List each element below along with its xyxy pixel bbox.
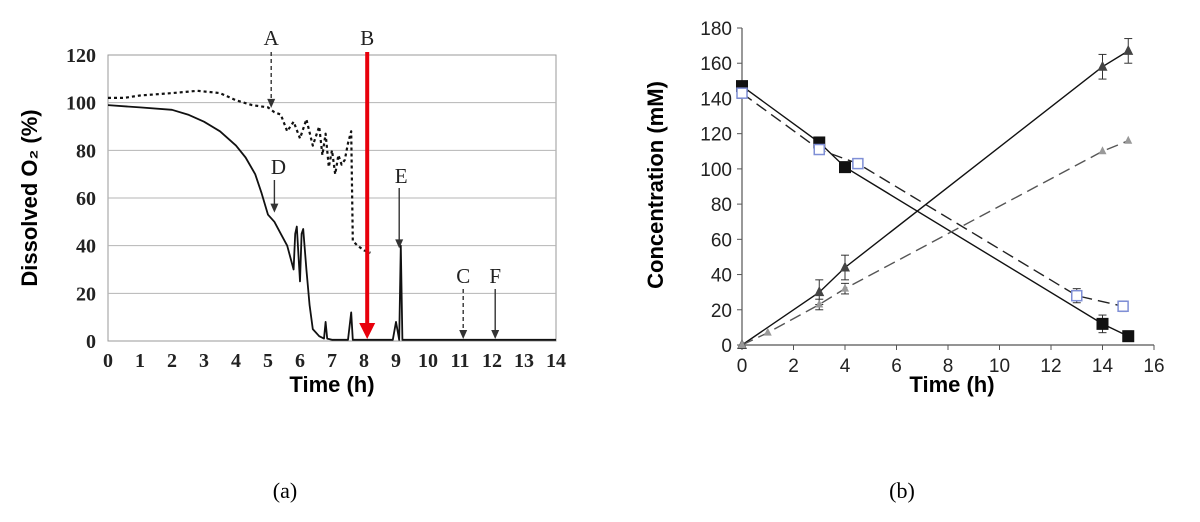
panel-b-point-filled-triangle [1123,44,1134,55]
panel-b-point-filled-square [1122,330,1135,343]
panel-b-point-gray-triangle [1124,135,1133,144]
panel-b-x-tick-label: 0 [737,356,748,377]
panel-a-annotation-arrowhead-b [359,323,376,339]
panel-a-annotation-label-e: E [395,164,408,188]
panel-b-x-tick-label: 14 [1092,356,1114,377]
panel-b-y-tick-label: 0 [721,336,732,357]
panel-b-x-tick-label: 12 [1040,356,1061,377]
panel-b-y-tick-label: 140 [700,89,732,110]
panel-b-x-tick-label: 16 [1143,356,1164,377]
panel-b-x-tick-label: 2 [788,356,799,377]
panel-a-x-tick-label: 12 [482,350,502,372]
panel-b-y-tick-label: 60 [711,230,732,251]
panel-b-point-open-square [1117,300,1129,313]
panel-a-x-tick-label: 5 [263,350,273,372]
panel-b-x-tick-label: 10 [989,356,1010,377]
panel-a-annotation-arrowhead-a [267,98,276,108]
panel-a-annotation-arrowhead-f [491,330,500,339]
panel-a-annotation-arrowhead-e [395,239,404,249]
panel-a-x-tick-label: 10 [418,350,438,372]
panel-a-y-tick-label: 80 [76,140,96,162]
panel-a-x-tick-label: 1 [135,350,145,372]
panel-b-caption: (b) [889,478,915,503]
panel-a-series-dotted-line [108,89,371,254]
panel-a-x-tick-label: 7 [327,350,337,372]
panel-a-x-tick-label: 3 [199,350,209,372]
panel-a-y-tick-label: 40 [76,236,96,258]
panel-a-x-tick-label: 13 [514,350,534,372]
panel-a-x-tick-label: 2 [167,350,177,372]
panel-b-series [736,38,1135,349]
panel-b-point-open-square [736,87,748,99]
panel-a-annotation-label-b: B [360,26,374,50]
panel-b-y-tick-label: 160 [700,54,732,75]
panel-a-annotation-label-c: C [456,264,470,288]
panel-b-y-tick-label: 180 [700,19,732,40]
panel-a-series [107,89,556,341]
panel-a-y-tick-label: 60 [76,188,96,210]
panel-a-annotation-arrowhead-c [459,330,468,339]
panel-a-x-tick-label: 14 [546,350,566,372]
panel-b-point-open-square [813,143,825,156]
panel-b-point-gray-triangle [815,299,824,308]
panel-b-x-tick-label: 8 [943,356,954,377]
panel-a-y-tick-label: 100 [66,93,96,115]
panel-b-series-filled-square-line [741,85,1129,337]
panel-b-point-filled-square [1096,317,1109,330]
panel-b-x-tick-label: 4 [840,356,851,377]
panel-b-point-open-square [1071,289,1083,302]
panel-a-series-solid-line [107,104,556,341]
panel-b-y-tick-label: 120 [700,125,732,146]
panel-b-chart: 0 20 40 60 80 100 120 140 160 180 0 2 4 6 8 10 12 14 16 Ti… [643,19,1165,503]
panel-b-point-gray-triangle [1098,146,1107,155]
panel-a-annotation-label-d: D [271,155,286,179]
panel-a-y-axis-title: Dissolved O₂ (%) [17,109,42,286]
panel-b-point-gray-triangle [738,340,746,348]
panel-b-x-axis-title: Time (h) [909,372,994,397]
panel-a-annotation-arrowhead-d [270,203,279,213]
panel-a-annotation-label-a: A [264,26,280,50]
panel-a-y-tick-label: 20 [76,283,96,305]
panel-b-x-tick-label: 6 [891,356,902,377]
panel-b-point-filled-triangle [814,286,825,297]
panel-b-ticks: 0 20 40 60 80 100 120 140 160 180 0 2 4 6 8 10 12 14 16 [700,19,1164,377]
panel-a-x-tick-label: 0 [103,350,113,372]
panel-b-point-gray-triangle [841,283,849,292]
panel-b-point-filled-triangle [1097,60,1108,71]
panel-a-annotations: A B C D E F [264,26,501,339]
panel-b-y-tick-label: 20 [711,301,732,322]
panel-b-y-tick-label: 40 [711,266,732,287]
panel-a-x-tick-label: 9 [391,350,401,372]
panel-b-y-axis-title: Concentration (mM) [643,81,668,289]
panel-a-x-tick-label: 8 [359,350,369,372]
panel-b-y-tick-label: 100 [700,160,732,181]
panel-a-x-axis-title: Time (h) [289,372,374,397]
panel-b-point-gray-triangle [763,327,772,336]
panel-a-y-tick-label: 120 [66,45,96,67]
panel-a-annotation-label-f: F [489,264,501,288]
panel-b-series-gray-triangle-line [741,140,1129,346]
panel-a-y-tick-label: 0 [86,331,96,353]
panel-a-x-tick-label: 4 [231,350,241,372]
panel-a-grid [108,102,556,294]
panel-a-caption: (a) [273,478,297,503]
panel-b-point-open-square [852,157,864,170]
panel-b-y-tick-label: 80 [711,195,732,216]
panel-b-series-filled-triangle-line [741,50,1129,346]
panel-b-point-filled-triangle [840,261,850,272]
panel-a-x-tick-label: 11 [451,350,470,372]
panel-a-x-tick-label: 6 [295,350,305,372]
panel-b-point-filled-square [839,161,851,174]
